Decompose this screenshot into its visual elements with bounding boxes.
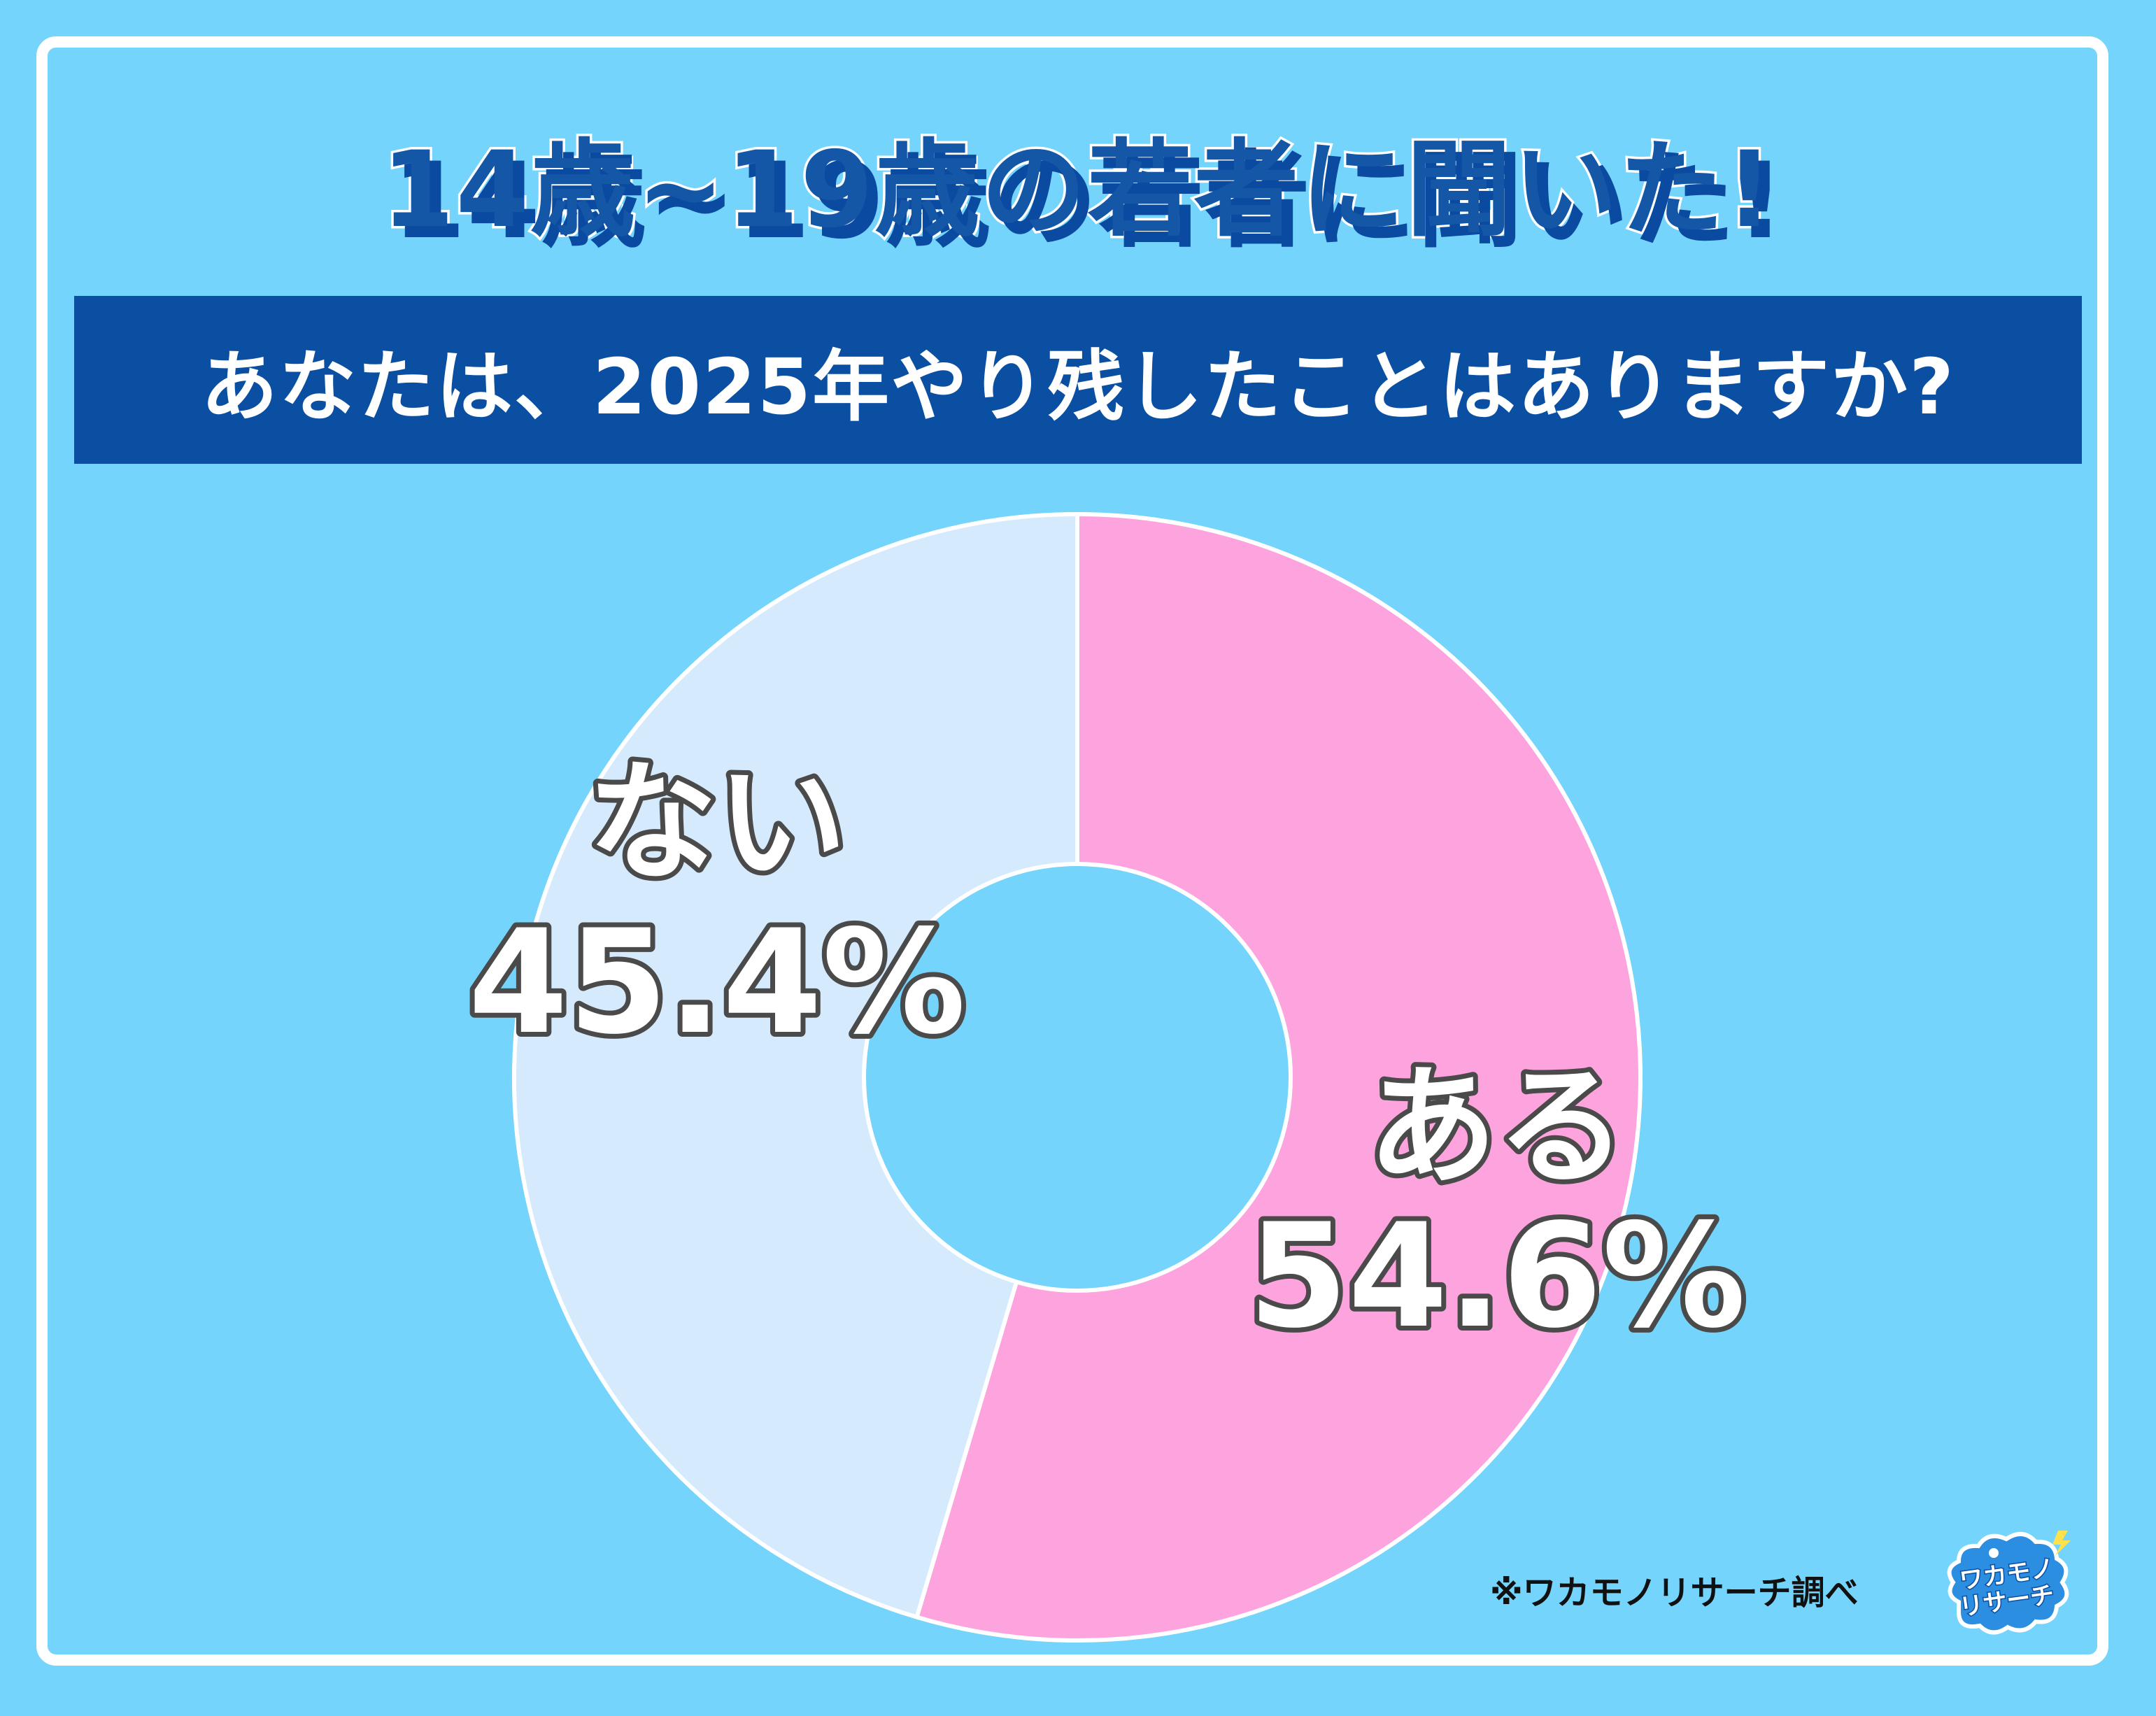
- logo-eye-icon: [1989, 1548, 1999, 1558]
- slice-value-label: 54.6%: [1248, 1193, 1745, 1360]
- page-title: 14歳~19歳の若者に聞いた!: [379, 127, 1776, 254]
- page-frame: [36, 36, 2108, 1666]
- lightning-icon: [2052, 1531, 2071, 1556]
- question-text: あなたは、2025年やり残したことはありますか?: [201, 342, 1955, 432]
- brand-logo: ワカモノ リサーチ: [1947, 1531, 2071, 1635]
- logo-cloud-shape: [1947, 1532, 2069, 1635]
- slice-value-label: 45.4%: [468, 900, 965, 1066]
- source-credit: ※ワカモノリサーチ調べ: [1490, 1573, 1859, 1612]
- donut-hole: [862, 862, 1293, 1293]
- slice-category-label: ない: [588, 747, 846, 898]
- donut-slice-nai: [512, 511, 1079, 1620]
- slice-category-label: ある: [1368, 1051, 1626, 1203]
- question-banner: あなたは、2025年やり残したことはありますか?: [74, 296, 2082, 464]
